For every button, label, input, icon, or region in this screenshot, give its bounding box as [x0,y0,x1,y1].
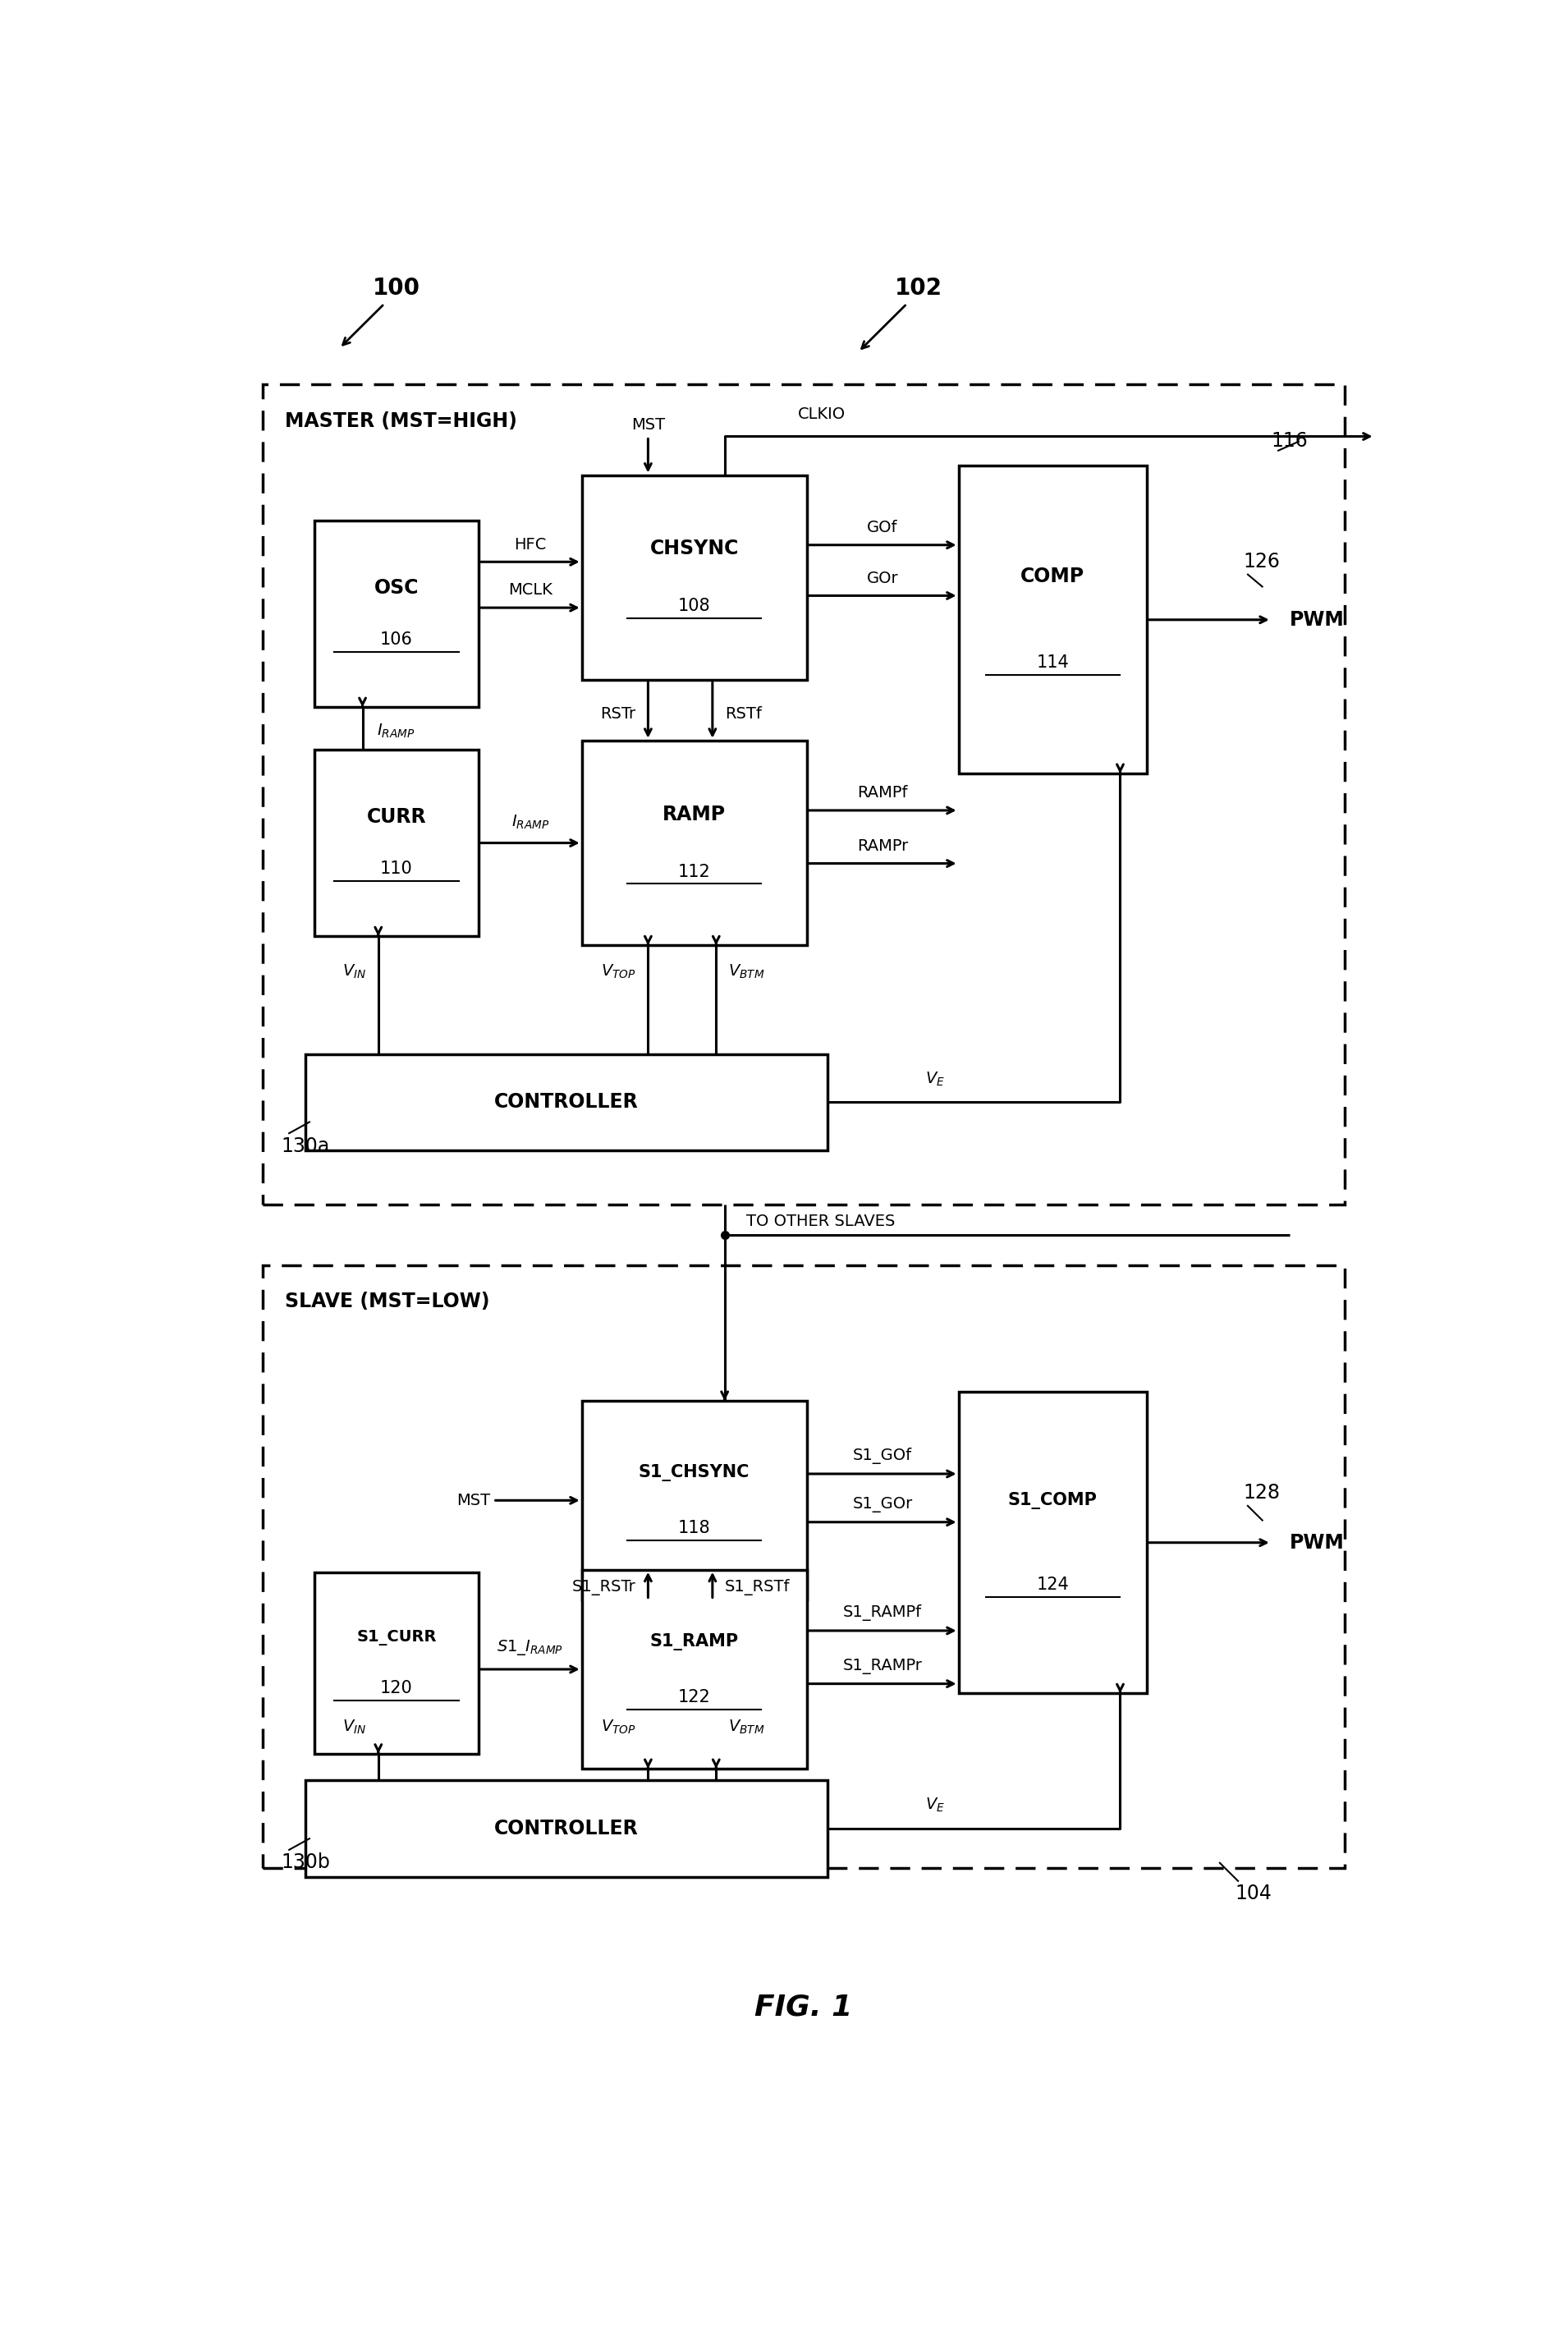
Text: 112: 112 [677,862,710,879]
Text: RSTf: RSTf [724,705,762,721]
Text: 124: 124 [1036,1577,1069,1593]
Text: S1_RAMP: S1_RAMP [649,1633,739,1650]
Text: S1_RSTf: S1_RSTf [724,1579,790,1596]
Text: RAMP: RAMP [663,804,726,825]
Text: S1_GOf: S1_GOf [853,1448,913,1464]
Text: GOf: GOf [867,519,898,536]
Text: $V_{IN}$: $V_{IN}$ [342,963,367,980]
Bar [958,465,1146,773]
Bar [263,385,1344,1206]
Text: $S1\_I_{RAMP}$: $S1\_I_{RAMP}$ [497,1638,563,1657]
Text: 102: 102 [895,277,942,301]
Text: CURR: CURR [367,806,426,827]
Text: 126: 126 [1243,552,1281,571]
Text: 130b: 130b [281,1852,331,1873]
Bar [263,1264,1344,1868]
Bar [582,475,806,679]
Text: $V_E$: $V_E$ [925,1069,946,1088]
Text: CLKIO: CLKIO [798,407,845,423]
Text: FIG. 1: FIG. 1 [754,1993,853,2021]
Text: 108: 108 [677,597,710,613]
Text: $V_{BTM}$: $V_{BTM}$ [728,1718,765,1737]
Text: $I_{RAMP}$: $I_{RAMP}$ [376,721,416,740]
Bar [315,750,478,935]
Bar [306,1055,828,1151]
Bar [582,1401,806,1600]
Bar [315,1572,478,1753]
Text: CHSYNC: CHSYNC [649,538,739,559]
Text: $V_{BTM}$: $V_{BTM}$ [728,963,765,980]
Text: 128: 128 [1243,1483,1281,1502]
Text: CONTROLLER: CONTROLLER [494,1093,638,1112]
Text: OSC: OSC [375,578,419,597]
Bar [958,1391,1146,1694]
Text: 110: 110 [379,860,412,877]
Text: $I_{RAMP}$: $I_{RAMP}$ [511,813,549,832]
Text: 100: 100 [372,277,420,301]
Bar [582,1570,806,1770]
Text: GOr: GOr [867,571,898,585]
Text: 106: 106 [379,632,412,649]
Text: CONTROLLER: CONTROLLER [494,1819,638,1838]
Text: RAMPf: RAMPf [858,785,908,801]
Text: MASTER (MST=HIGH): MASTER (MST=HIGH) [285,411,517,430]
Text: MCLK: MCLK [508,583,552,597]
Text: 114: 114 [1036,656,1069,672]
Text: COMP: COMP [1021,566,1085,588]
Text: S1_GOr: S1_GOr [853,1497,913,1513]
Text: 116: 116 [1272,430,1308,451]
Text: $V_{IN}$: $V_{IN}$ [342,1718,367,1737]
Text: S1_RAMPr: S1_RAMPr [844,1659,922,1673]
Text: TO OTHER SLAVES: TO OTHER SLAVES [746,1213,895,1229]
Text: $V_E$: $V_E$ [925,1795,946,1814]
Text: S1_CURR: S1_CURR [356,1631,436,1645]
Bar [306,1781,828,1878]
Text: SLAVE (MST=LOW): SLAVE (MST=LOW) [285,1292,489,1311]
Text: HFC: HFC [514,536,546,552]
Text: 104: 104 [1236,1885,1272,1904]
Text: $V_{TOP}$: $V_{TOP}$ [601,1718,637,1737]
Text: 120: 120 [379,1680,412,1697]
Text: 118: 118 [677,1520,710,1537]
Text: S1_RSTr: S1_RSTr [572,1579,637,1596]
Text: PWM: PWM [1290,1532,1344,1553]
Text: RAMPr: RAMPr [858,839,908,853]
Text: S1_COMP: S1_COMP [1008,1492,1098,1509]
Text: S1_CHSYNC: S1_CHSYNC [638,1464,750,1480]
Text: MST: MST [632,418,665,432]
Text: $V_{TOP}$: $V_{TOP}$ [601,963,637,980]
Text: 130a: 130a [281,1135,329,1156]
Text: PWM: PWM [1290,611,1344,630]
Text: 122: 122 [677,1690,710,1706]
Bar [582,740,806,945]
Text: S1_RAMPf: S1_RAMPf [844,1605,922,1621]
Bar [315,519,478,707]
Text: RSTr: RSTr [601,705,637,721]
Text: MST: MST [456,1492,491,1509]
